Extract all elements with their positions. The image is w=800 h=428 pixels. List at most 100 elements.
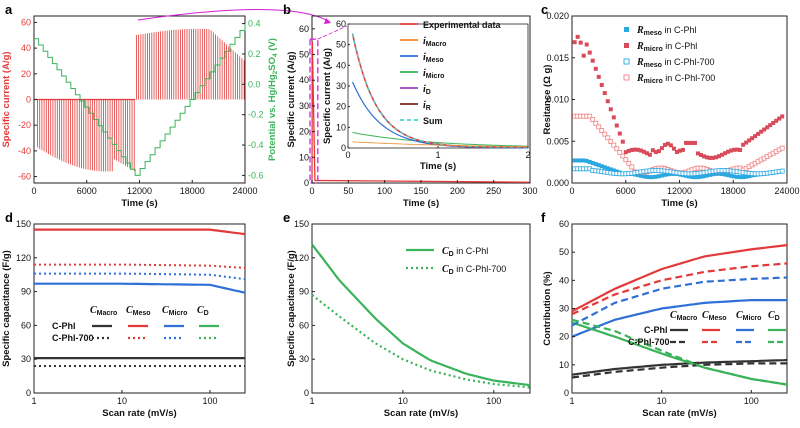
rmeso-cphl-point [635, 173, 640, 178]
y2-tick-label: -0.4 [248, 140, 264, 150]
legend-entry: CD in C-Phl [442, 246, 488, 258]
panel-a-label: a [5, 2, 13, 17]
rmeso-cphl-point [602, 165, 607, 170]
y-axis-label: Specific current (A/g) [286, 51, 297, 147]
rmeso-cphl-point [695, 175, 700, 180]
y-axis-label: Specific capacitance (F/g) [1, 250, 12, 367]
y-tick-label: 60 [299, 24, 309, 34]
rmicro-cphl-point [744, 140, 749, 145]
rmeso-cphl-point [744, 174, 749, 179]
rmicro-cphl700-point [626, 160, 632, 166]
legend-entry: iD [423, 84, 431, 96]
y-tick-label: 40 [559, 275, 569, 285]
legend-entry: Experimental data [423, 20, 502, 30]
x-tick-label: 100 [486, 396, 501, 406]
x-tick-label: 10 [398, 396, 408, 406]
main-curve [311, 41, 531, 184]
rmicro-cphl-point [702, 154, 707, 159]
y-tick-label: -40 [18, 146, 31, 156]
y-tick-label: 30 [21, 354, 31, 364]
inset-x-tick-label: 1 [435, 150, 440, 160]
x-tick-label: 100 [202, 396, 217, 406]
x-axis-label: Time (s) [121, 198, 157, 209]
y-tick-label: 0 [26, 388, 31, 398]
rmicro-cphl700-point [596, 124, 602, 130]
y-tick-label: 0.000 [546, 178, 569, 188]
rmeso-cphl-point [741, 175, 746, 180]
legend-col-header: CMeso [702, 310, 727, 322]
rmicro-cphl-point [765, 125, 770, 130]
y-tick-label: 30 [559, 304, 569, 314]
y-tick-label: 50 [559, 247, 569, 257]
x-tick-label: 10 [117, 396, 127, 406]
rmeso-cphl-point [729, 173, 734, 178]
y2-axis-label: Potential vs. Hg/Hg2SO4 (V) [267, 38, 279, 161]
y-tick-label: 120 [294, 253, 309, 263]
x-tick-label: 0 [569, 186, 574, 196]
rmeso-cphl-point [711, 172, 716, 177]
rmicro-cphl-point [771, 120, 776, 125]
panel-f-label: f [541, 210, 546, 225]
x-tick-label: 6000 [77, 186, 97, 196]
rmeso-cphl-point [578, 158, 583, 163]
x-tick-label: 0 [31, 186, 36, 196]
rmicro-cphl-point [756, 131, 761, 136]
rmeso-cphl-point [653, 174, 658, 179]
x-tick-label: 1 [309, 396, 314, 406]
inset-x-tick-label: 0 [345, 150, 350, 160]
magnify-arrow [137, 8, 331, 23]
legend-marker [623, 74, 630, 81]
legend-col-header: CD [768, 310, 780, 322]
x-tick-label: 250 [486, 186, 501, 196]
x-axis-label: Scan rate (mV/s) [642, 408, 716, 419]
rmicro-cphl-point [575, 34, 580, 39]
y-tick-label: 20 [559, 332, 569, 342]
x-tick-label: 1 [31, 396, 36, 406]
rmicro-cphl-point [635, 147, 640, 152]
legend-entry: Rmeso in C-Phl-700 [636, 57, 715, 69]
rmicro-cphl-point [629, 147, 634, 152]
rmicro-cphl-point [605, 99, 610, 104]
x-axis-label: Scan rate (mV/s) [384, 408, 458, 419]
legend-row-label: C-Phl [52, 321, 76, 331]
legend-marker [623, 58, 630, 65]
inset-x-label: Time (s) [420, 161, 456, 172]
rmicro-cphl700-point [608, 139, 614, 144]
rmicro-cphl-point [677, 148, 682, 153]
rmicro-cphl-point [735, 147, 740, 152]
y-tick-label: 0.015 [546, 53, 569, 63]
inset-frame [347, 23, 529, 149]
legend-row-label: C-Phl-700 [628, 337, 670, 347]
rmicro-cphl-point [602, 91, 607, 96]
rmicro-cphl-point [608, 107, 613, 112]
y-tick-label: 0.020 [546, 11, 569, 21]
rmicro-cphl-point [626, 148, 631, 153]
rmicro-cphl-point [726, 149, 731, 154]
rmicro-cphl700-point [629, 164, 635, 170]
series-line [571, 262, 788, 316]
rmeso-cphl-point [717, 171, 722, 176]
legend-entry: iR [423, 100, 431, 112]
x-tick-label: 200 [450, 186, 465, 196]
rmicro-cphl-point [683, 140, 688, 145]
y-tick-label: 150 [16, 219, 31, 229]
series-line [34, 263, 246, 269]
rmicro-cphl-point [762, 127, 767, 132]
rmicro-cphl-point [593, 66, 598, 71]
y2-tick-label: -0.2 [248, 110, 264, 120]
rmicro-cphl-point [617, 131, 622, 136]
y-tick-label: 0.005 [546, 136, 569, 146]
rmicro-cphl-point [653, 150, 658, 155]
rmeso-cphl-point [572, 158, 577, 163]
rmicro-cphl700-point [620, 153, 626, 159]
inset-y-tick-label: 50 [336, 40, 346, 50]
rmicro-cphl-point [620, 139, 625, 144]
rmeso-cphl-point [596, 163, 601, 168]
inset-y-tick-label: 10 [336, 122, 346, 132]
series-line [311, 294, 531, 389]
y2-tick-label: 0.4 [248, 19, 261, 29]
rmicro-cphl700-point [614, 146, 620, 152]
y-tick-label: 60 [559, 219, 569, 229]
legend-entry: Rmicro in C-Phl [636, 41, 697, 53]
imacro-curve [352, 141, 528, 148]
